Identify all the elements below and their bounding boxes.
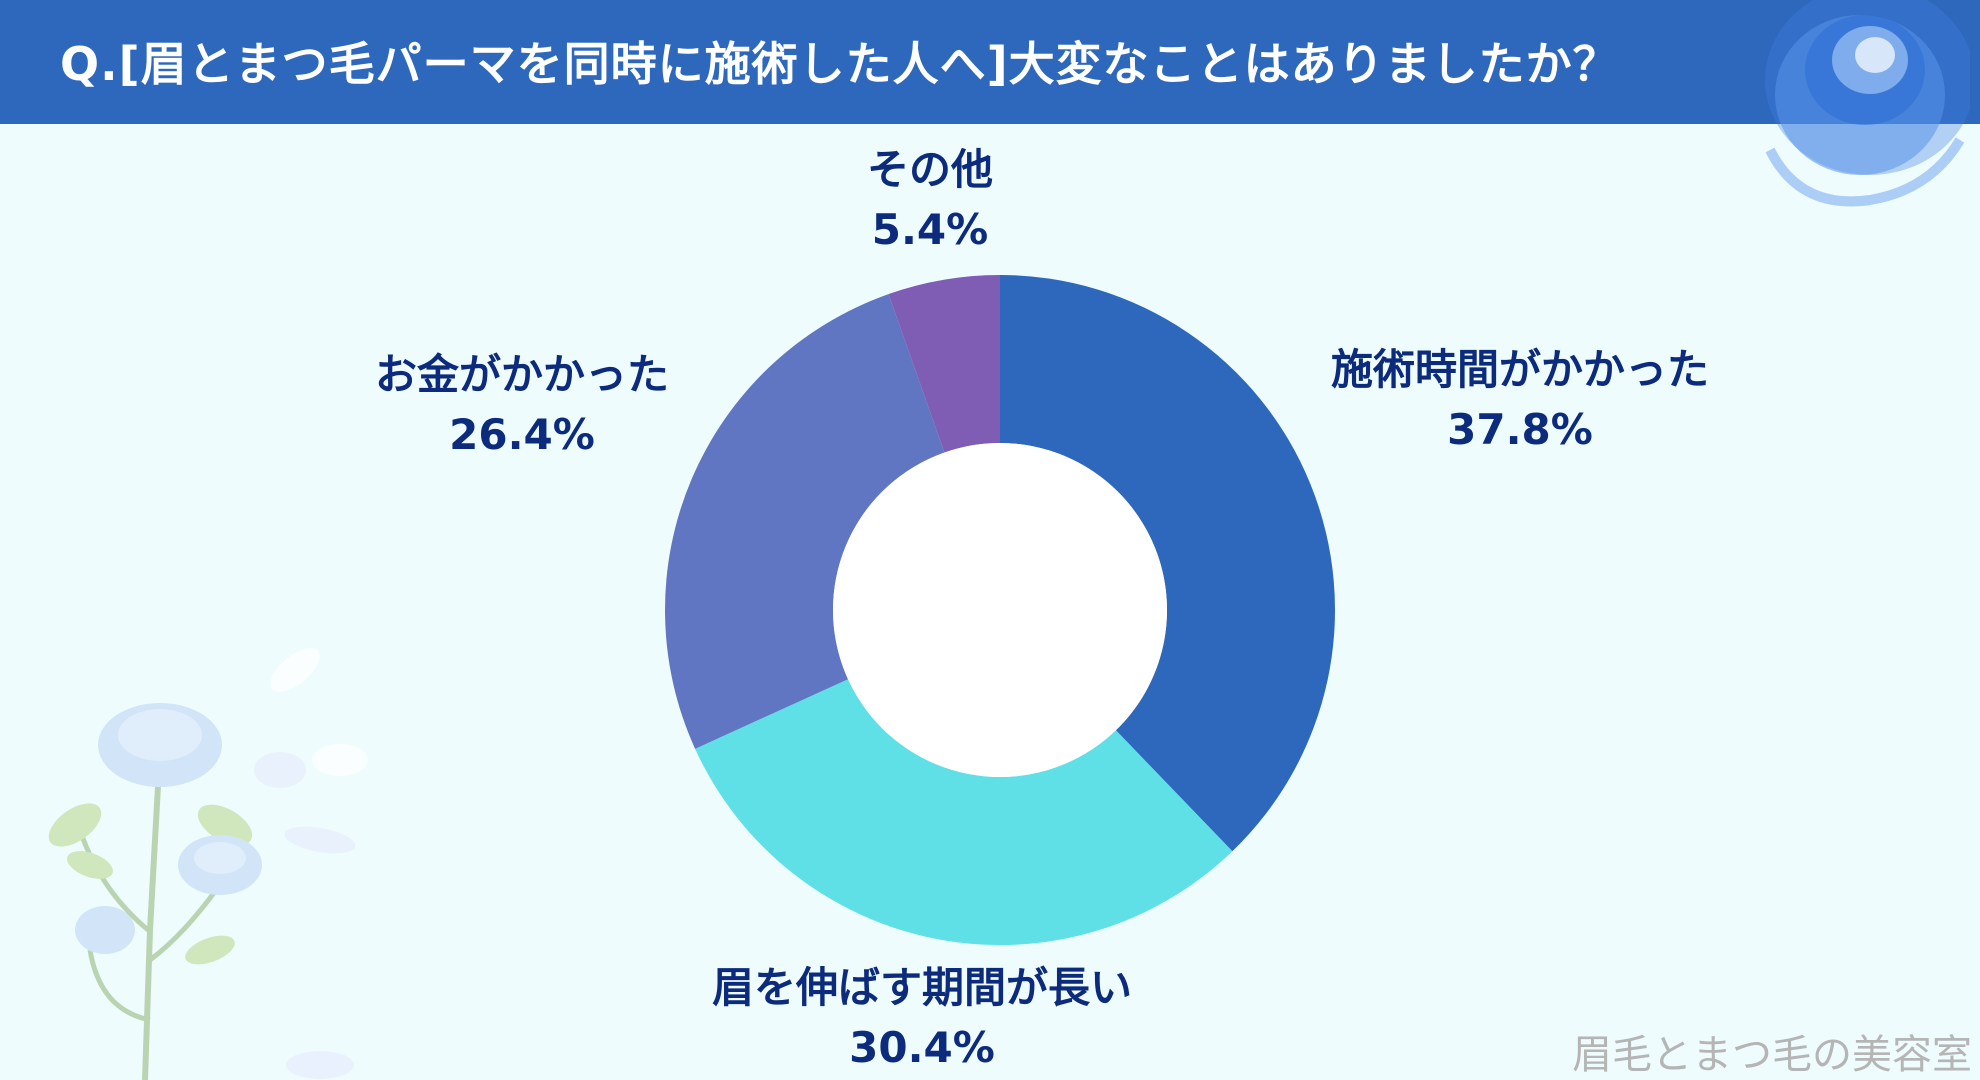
- slice-label-text: 施術時間がかかった: [1330, 345, 1710, 394]
- slice-time: [1000, 275, 1336, 852]
- slice-label-cost: お金がかかった 26.4%: [375, 345, 669, 465]
- slice-label-time: 施術時間がかかった 37.8%: [1331, 340, 1709, 460]
- page-title: Q.[眉とまつ毛パーマを同時に施術した人へ]大変なことはありましたか？: [60, 37, 1620, 91]
- slice-label-text: 眉を伸ばす期間が長い: [711, 963, 1133, 1012]
- rose-branch-decoration-icon: [48, 647, 368, 1080]
- donut-slices: [665, 275, 1336, 946]
- slice-label-text: その他: [866, 145, 994, 194]
- slice-other: [888, 275, 1000, 453]
- watermark-text: 眉毛とまつ毛の美容室: [1572, 1032, 1972, 1078]
- rose-decoration-icon: [1765, 0, 1970, 207]
- donut-hole: [833, 443, 1167, 777]
- slice-label-other: その他 5.4%: [867, 140, 993, 260]
- slice-label-value: 37.8%: [1447, 405, 1593, 454]
- slice-label-value: 26.4%: [449, 410, 595, 459]
- slice-eyebrow-growth: [695, 679, 1233, 946]
- slice-label-value: 5.4%: [871, 205, 989, 254]
- slice-label-eyebrow-growth: 眉を伸ばす期間が長い 30.4%: [712, 958, 1132, 1078]
- slice-label-value: 30.4%: [849, 1023, 995, 1072]
- slice-cost: [665, 294, 945, 749]
- slice-label-text: お金がかかった: [374, 350, 670, 399]
- header-bar: Q.[眉とまつ毛パーマを同時に施術した人へ]大変なことはありましたか？: [0, 0, 1980, 124]
